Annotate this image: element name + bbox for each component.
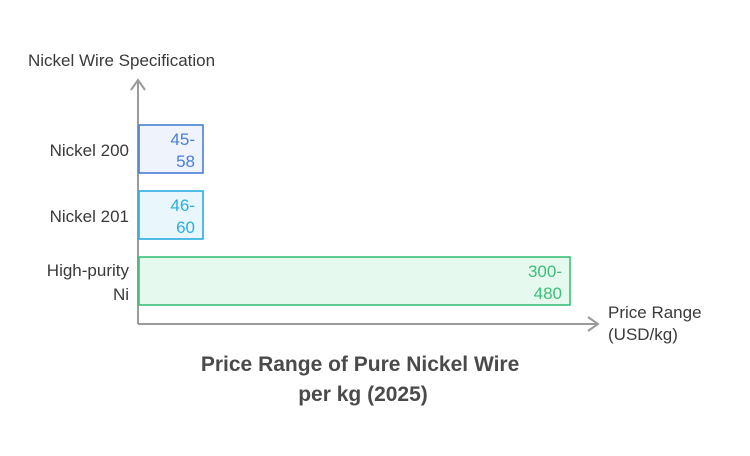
category-label-nickel-201: Nickel 201 (50, 207, 129, 226)
bar-nickel-201 (138, 190, 204, 240)
data-label-nickel-200: 45-58 (170, 130, 195, 171)
category-label-nickel-200: Nickel 200 (50, 141, 129, 160)
chart-title-line-2: per kg (2025) (298, 383, 428, 406)
y-axis-label: Nickel Wire Specification (28, 51, 215, 70)
x-axis-label-line-1: Price Range (608, 303, 702, 322)
y-axis-arrow-icon (130, 78, 146, 91)
bar-nickel-200 (138, 124, 204, 174)
x-axis-label-line-2: (USD/kg) (608, 325, 678, 344)
chart-title-line-1: Price Range of Pure Nickel Wire (201, 353, 519, 376)
chart-title: Price Range of Pure Nickel Wire per kg (… (201, 353, 525, 406)
data-label-nickel-201: 46-60 (170, 196, 195, 237)
category-label-high-purity-ni: High-purity Ni (47, 261, 130, 304)
x-axis-label: Price Range (USD/kg) (608, 303, 706, 344)
bar-high-purity-ni (138, 256, 571, 306)
x-axis-arrow-icon (587, 316, 600, 332)
bars-group: 45-58 Nickel 200 46-60 Nickel 201 300-480 Hig… (47, 124, 571, 306)
data-label-high-purity-ni: 300-480 (528, 262, 562, 303)
